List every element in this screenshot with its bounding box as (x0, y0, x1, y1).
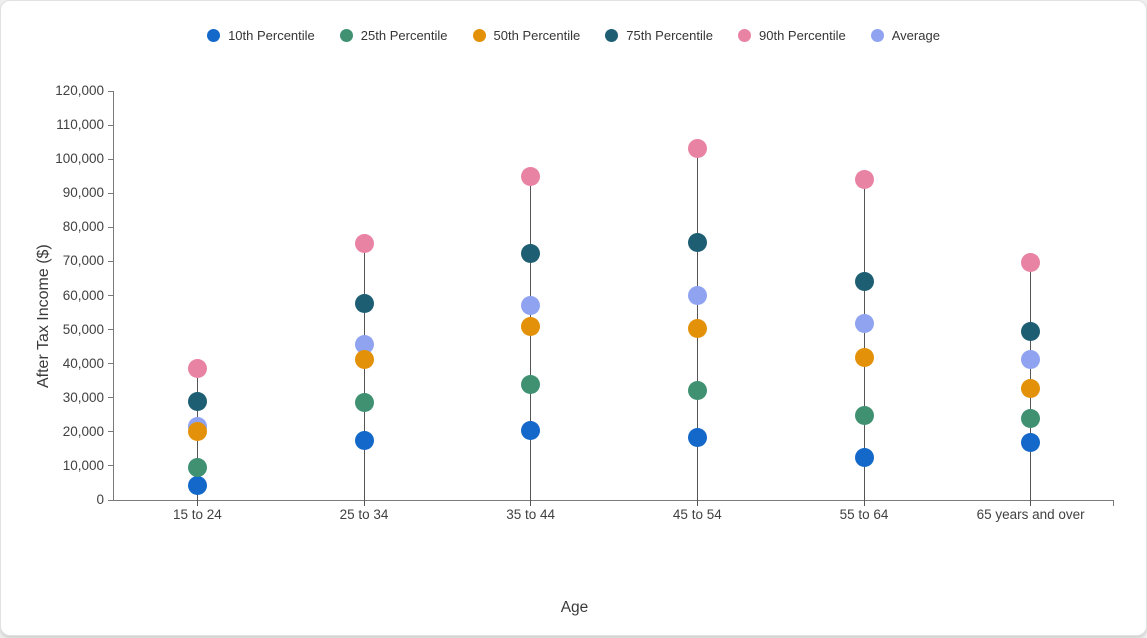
category-stem (530, 176, 532, 506)
data-point-average[interactable] (521, 295, 541, 315)
data-point-25th-percentile[interactable] (854, 405, 874, 425)
legend-label: 50th Percentile (493, 27, 581, 43)
data-point-90th-percentile[interactable] (687, 139, 707, 159)
y-axis-tick (108, 431, 114, 433)
data-point-25th-percentile[interactable] (1021, 409, 1041, 429)
legend-swatch-icon (472, 28, 486, 42)
y-axis-tick-label: 40,000 (62, 355, 104, 371)
x-axis-tick-label: 55 to 64 (839, 507, 889, 522)
data-point-25th-percentile[interactable] (354, 393, 374, 413)
data-point-50th-percentile[interactable] (521, 316, 541, 336)
y-axis-tick (108, 192, 114, 194)
data-point-75th-percentile[interactable] (687, 233, 707, 253)
data-point-50th-percentile[interactable] (687, 319, 707, 339)
legend-item-10th-percentile[interactable]: 10th Percentile (207, 28, 315, 43)
y-axis-tick-label: 100,000 (55, 151, 104, 167)
y-axis-tick-label: 50,000 (62, 321, 104, 337)
y-axis-tick (108, 465, 114, 467)
data-point-75th-percentile[interactable] (521, 243, 541, 263)
data-point-10th-percentile[interactable] (1021, 433, 1041, 453)
legend-swatch-icon (738, 28, 751, 42)
data-point-90th-percentile[interactable] (854, 170, 874, 190)
y-axis-tick (108, 158, 114, 160)
category-stem (363, 243, 365, 506)
y-axis-tick-label: 110,000 (56, 117, 104, 133)
y-axis-tick (108, 295, 114, 296)
legend-label: 90th Percentile (759, 27, 846, 43)
y-axis-tick (108, 260, 114, 262)
legend-label: 75th Percentile (626, 27, 713, 43)
y-axis-tick-label: 60,000 (62, 287, 104, 303)
data-point-75th-percentile[interactable] (187, 391, 207, 411)
data-point-25th-percentile[interactable] (521, 374, 541, 394)
y-axis-tick-label: 120,000 (55, 83, 104, 98)
legend-item-average[interactable]: Average (870, 27, 940, 43)
data-point-50th-percentile[interactable] (854, 348, 874, 368)
data-point-average[interactable] (354, 335, 374, 355)
y-axis-tick-label: 10,000 (62, 457, 104, 473)
legend-item-50th-percentile[interactable]: 50th Percentile (472, 27, 581, 43)
data-point-90th-percentile[interactable] (354, 233, 374, 253)
x-axis-tick-label: 45 to 54 (672, 507, 722, 522)
x-axis-end-tick (1113, 500, 1114, 506)
x-axis-tick-label: 65 years and over (976, 507, 1085, 522)
data-point-90th-percentile[interactable] (187, 358, 207, 378)
legend-swatch-icon (339, 28, 353, 42)
data-point-75th-percentile[interactable] (1021, 322, 1041, 342)
legend-swatch-icon (870, 28, 884, 42)
y-axis-tick (108, 90, 114, 92)
y-axis-tick-label: 0 (96, 492, 104, 507)
data-point-25th-percentile[interactable] (687, 381, 707, 401)
y-axis-tick (108, 397, 114, 399)
legend-item-75th-percentile[interactable]: 75th Percentile (605, 28, 713, 43)
data-point-10th-percentile[interactable] (354, 431, 374, 451)
legend-item-90th-percentile[interactable]: 90th Percentile (738, 28, 846, 43)
data-point-average[interactable] (1021, 349, 1041, 369)
data-point-90th-percentile[interactable] (1021, 252, 1041, 272)
y-axis-tick-label: 20,000 (62, 423, 104, 439)
data-point-75th-percentile[interactable] (854, 271, 874, 291)
y-axis-tick (108, 124, 114, 126)
y-axis-tick-label: 30,000 (62, 389, 104, 405)
x-axis-tick-label: 35 to 44 (506, 507, 556, 522)
legend-item-25th-percentile[interactable]: 25th Percentile (339, 27, 448, 43)
data-point-10th-percentile[interactable] (854, 447, 874, 467)
y-axis-tick-label: 80,000 (62, 219, 104, 235)
category-stem (863, 179, 865, 506)
legend-swatch-icon (605, 28, 619, 42)
legend-label: 25th Percentile (360, 27, 448, 43)
data-point-50th-percentile[interactable] (187, 421, 207, 441)
y-axis-tick (108, 226, 114, 228)
data-point-25th-percentile[interactable] (187, 458, 207, 478)
y-axis-tick (108, 329, 114, 331)
chart-legend: 10th Percentile 25th Percentile 50th Perce… (1, 26, 1146, 44)
y-axis-tick-label: 90,000 (62, 185, 104, 201)
data-point-10th-percentile[interactable] (187, 475, 207, 495)
data-point-90th-percentile[interactable] (521, 166, 541, 186)
legend-label: 10th Percentile (228, 27, 315, 43)
y-axis-tick-label: 70,000 (62, 253, 104, 269)
data-point-10th-percentile[interactable] (687, 428, 707, 448)
legend-label: Average (891, 27, 940, 43)
x-axis-tick-label: 25 to 34 (339, 507, 389, 522)
data-point-50th-percentile[interactable] (354, 349, 374, 369)
data-point-75th-percentile[interactable] (354, 293, 374, 313)
legend-swatch-icon (207, 28, 221, 42)
x-axis-title: Age (560, 599, 589, 616)
data-point-average[interactable] (687, 286, 707, 306)
data-point-50th-percentile[interactable] (1021, 378, 1041, 398)
y-axis-tick (108, 499, 114, 501)
x-axis-tick-label: 15 to 24 (172, 507, 222, 522)
plot-area: 0 10,000 20,000 30,000 40,000 50,000 60,000 70,… (55, 84, 1114, 522)
data-point-average[interactable] (854, 314, 874, 334)
y-axis-tick (108, 363, 114, 365)
data-point-10th-percentile[interactable] (521, 420, 541, 440)
